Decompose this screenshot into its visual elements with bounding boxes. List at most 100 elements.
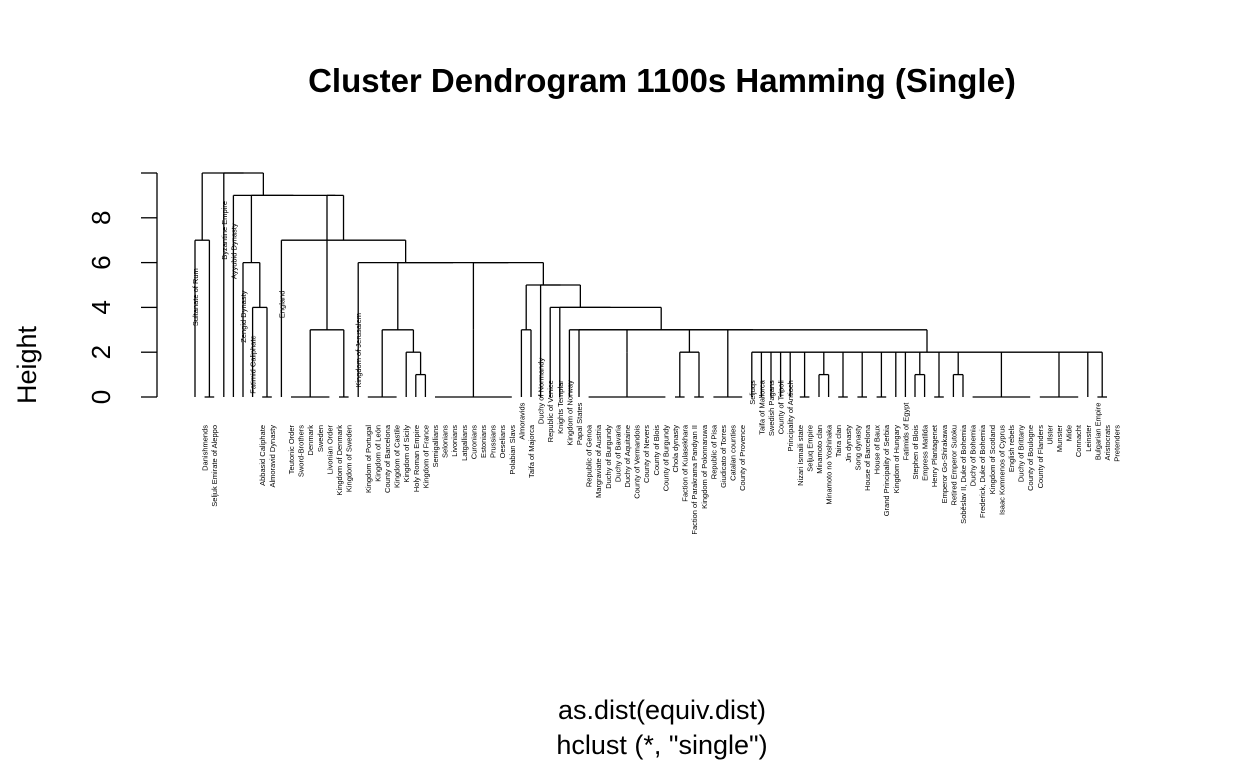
- y-axis: 0 2 4 6 8: [86, 172, 158, 404]
- leaf-label: Teutonic Order: [287, 425, 296, 475]
- leaf-label: Duchy of Burgundy: [604, 425, 613, 489]
- leaf-label: Kingdom of Norway: [565, 380, 574, 446]
- leaf-label: County of Tripoli: [777, 380, 786, 435]
- leaf-label: Republic of Genoa: [585, 424, 594, 487]
- leaf-label: Emperor Go-Shirakawa: [940, 424, 949, 503]
- leaf-label: Retired Emperor Sutoku: [949, 425, 958, 505]
- leaf-label: Kingdom of Denmark: [335, 425, 344, 496]
- x-axis-subtitle: hclust (*, "single"): [556, 730, 767, 760]
- leaf-label: Frederick, Duke of Bohemia: [978, 424, 987, 518]
- leaf-label: Semigallians: [431, 425, 440, 468]
- leaf-label: Sweden: [316, 425, 325, 452]
- leaf-label: Latgallians: [460, 425, 469, 461]
- leaf-label: Minamoto no Yoshinaka: [825, 424, 834, 504]
- leaf-label: County of Boulogne: [1026, 425, 1035, 491]
- leaf-label: Abbasid Caliphate: [258, 425, 267, 486]
- leaf-label: Kingdom of Hungary: [892, 425, 901, 494]
- leaf-label: Taifa of Mallorca: [757, 379, 766, 434]
- leaf-label: Taira clan: [834, 425, 843, 457]
- leaf-label: Minamoto clan: [815, 425, 824, 474]
- leaf-label: Estonians: [479, 425, 488, 458]
- leaf-label: Catalan counties: [729, 425, 738, 481]
- y-axis-label: Height: [12, 325, 42, 404]
- leaf-label: Principality of Antioch: [786, 380, 795, 451]
- leaf-label: County of Barcelona: [383, 424, 392, 493]
- leaf-label: Almoravids: [517, 402, 526, 439]
- leaf-label: Zengid Dynasty: [239, 290, 248, 342]
- leaf-label: County of Vermandois: [633, 425, 642, 499]
- leaf-label: Knights Templar: [556, 380, 565, 434]
- y-tick-label: 2: [86, 345, 116, 359]
- leaf-label: County of Burgundy: [661, 425, 670, 492]
- leaf-label: Ayyubid Dynasty: [229, 223, 238, 279]
- leaf-label: Kingdom of Sweden: [345, 425, 354, 492]
- leaf-label: Swedish Pagans: [767, 380, 776, 436]
- leaf-label: Prussians: [489, 425, 498, 458]
- leaf-label: Kingdom of Castile: [393, 425, 402, 488]
- x-axis-label: as.dist(equiv.dist): [558, 695, 766, 725]
- leaf-label: Faction of Kulasekhara: [681, 424, 690, 502]
- leaf-label: Soběslav II, Duke of Bohemia: [959, 424, 968, 524]
- leaf-label: Seljuk Emirate of Aleppo: [210, 425, 219, 507]
- leaf-label: Kingdom of Scotland: [988, 425, 997, 494]
- leaf-label: Republic of Venice: [546, 380, 555, 442]
- leaf-label: Aristocrats: [1103, 425, 1112, 461]
- leaf-label: Grand Principality of Serbia: [882, 424, 891, 516]
- leaf-labels: Sultanate of Rum Danishmends Seljuk Emirat…: [191, 201, 1122, 535]
- y-tick-label: 6: [86, 255, 116, 269]
- leaf-label: Selonians: [441, 425, 450, 458]
- leaf-label: Kingdom of Sicily: [402, 425, 411, 483]
- leaf-label: Taifa of Majorca: [527, 424, 536, 478]
- leaf-label: Giudicato of Torres: [719, 425, 728, 488]
- leaf-label: Duchy of Normandy: [537, 358, 546, 425]
- leaf-label: Margraviate of Austria: [594, 424, 603, 498]
- leaf-label: Empress Matilda: [921, 424, 930, 481]
- leaf-label: County of Blois: [652, 425, 661, 476]
- leaf-label: Stephen of Blois: [911, 425, 920, 480]
- leaf-label: Nizari Ismaili state: [796, 425, 805, 486]
- leaf-label: Bulgarian Empire: [1093, 403, 1102, 461]
- leaf-label: Jin dynasty: [844, 425, 853, 463]
- leaf-label: Faction of Parakrama Pandyan II: [690, 425, 699, 535]
- leaf-label: County of Provence: [738, 425, 747, 491]
- leaf-label: Oeselians: [498, 425, 507, 459]
- leaf-label: Leinster: [1084, 425, 1093, 452]
- leaf-label: Livonians: [450, 425, 459, 457]
- leaf-label: Munster: [1055, 424, 1064, 452]
- leaf-label: Almoravid Dynasty: [268, 425, 277, 488]
- leaf-label: Byzantine Empire: [220, 201, 229, 260]
- leaf-label: Mide: [1065, 425, 1074, 441]
- leaf-label: Duchy of Bavaria: [613, 424, 622, 482]
- y-tick-label: 0: [86, 390, 116, 404]
- leaf-label: Papal States: [575, 402, 584, 445]
- leaf-label: Chola dynasty: [671, 425, 680, 473]
- dendrogram-tree: [194, 172, 1107, 398]
- leaf-label: Duchy of Bohemia: [969, 424, 978, 486]
- leaf-label: Ulster: [1045, 425, 1054, 445]
- leaf-label: Fatimids of Egypt: [901, 402, 910, 461]
- leaf-label: House of Baux: [873, 425, 882, 474]
- leaf-label: County of Nevers: [642, 425, 651, 483]
- leaf-label: Holy Roman Empire: [412, 425, 421, 492]
- leaf-label: Sultanate of Rum: [191, 268, 200, 326]
- leaf-label: Song dynasty: [853, 425, 862, 471]
- leaf-label: Seljuq Empire: [805, 425, 814, 472]
- leaf-label: Sword-Brothers: [297, 425, 306, 477]
- y-tick-label: 8: [86, 211, 116, 225]
- leaf-label: Kingdom of Polonnaruwa: [700, 424, 709, 509]
- leaf-label: Henry Plantagenet: [930, 424, 939, 487]
- leaf-label: Denmark: [306, 425, 315, 456]
- leaf-label: England: [277, 291, 286, 319]
- y-tick-label: 4: [86, 300, 116, 314]
- leaf-label: Danishmends: [201, 425, 210, 471]
- leaf-label: House of Barcelona: [863, 424, 872, 491]
- leaf-label: Kingdom of Jerusalem: [354, 313, 363, 388]
- leaf-label: Kingdom of Portugal: [364, 425, 373, 493]
- leaf-label: Curonians: [469, 425, 478, 459]
- leaf-label: Pretenders: [1113, 425, 1122, 462]
- leaf-label: Livonian Order: [325, 425, 334, 475]
- leaf-label: Kingdom of León: [373, 425, 382, 482]
- leaf-label: Connacht: [1074, 424, 1083, 457]
- leaf-label: English rebels: [1007, 425, 1016, 472]
